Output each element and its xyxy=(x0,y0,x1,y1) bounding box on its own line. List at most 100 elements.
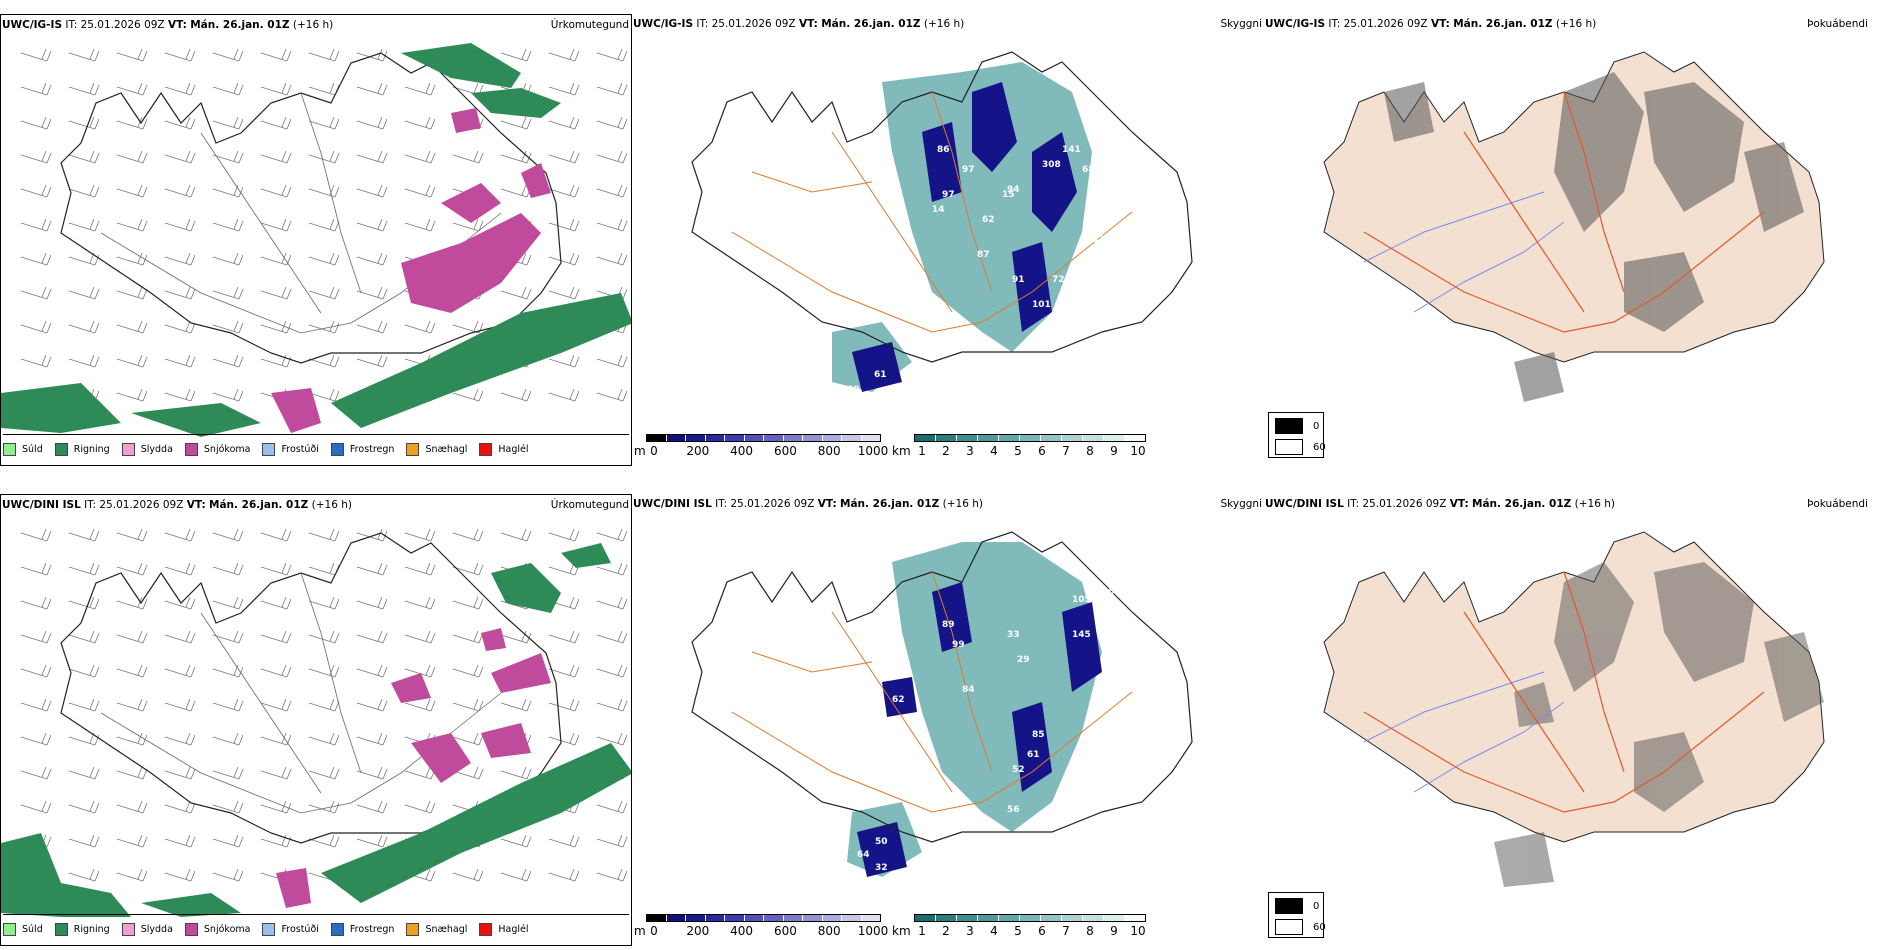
vis-label: 72 xyxy=(1052,275,1065,285)
wind-barb xyxy=(596,664,628,678)
precip-legend: Súld Rigning Slydda Snjókoma Frostúði Frostre… xyxy=(3,914,629,939)
wind-barb xyxy=(212,562,244,576)
wind-barb xyxy=(20,698,52,712)
rivers xyxy=(1363,191,1565,313)
snow-areas xyxy=(271,108,551,433)
wind-barb xyxy=(212,388,244,402)
legend-label: Súld xyxy=(22,923,43,935)
legend-swatch xyxy=(54,922,68,936)
wind-barb xyxy=(308,630,340,644)
wind-barb xyxy=(116,800,148,814)
wind-barb xyxy=(596,218,628,232)
wind-barb xyxy=(260,698,292,712)
wind-barb xyxy=(452,732,484,746)
legend-swatch xyxy=(330,442,344,456)
wind-barb xyxy=(260,218,292,232)
product-name: Skyggni xyxy=(1220,18,1263,30)
wind-barb xyxy=(260,596,292,610)
product-name: Þokuábendi xyxy=(1807,18,1868,30)
roads xyxy=(731,91,1133,333)
wind-barb xyxy=(68,630,100,644)
wind-barb xyxy=(500,630,532,644)
wind-barb xyxy=(596,800,628,814)
wind-barb xyxy=(20,596,52,610)
wind-barb xyxy=(452,150,484,164)
wind-barb xyxy=(548,82,580,96)
wind-barb xyxy=(116,82,148,96)
wind-barb xyxy=(452,664,484,678)
precip-legend-item: Snæhagl xyxy=(406,922,468,936)
wind-barb xyxy=(20,664,52,678)
precip-legend-item: Rigning xyxy=(54,442,110,456)
visibility-scale: km 1 2 3 4 5 6 7 8 9 10 xyxy=(892,434,1146,466)
wind-barb xyxy=(452,868,484,882)
vis-label: 308 xyxy=(1042,160,1061,170)
wind-barb xyxy=(116,286,148,300)
vis-label: 61 xyxy=(874,370,887,380)
wind-barb xyxy=(308,698,340,712)
wind-barb xyxy=(260,562,292,576)
precip-legend-item: Haglél xyxy=(479,922,529,936)
precip-type-panel-bottom: UWC/DINI ISL IT: 25.01.2026 09Z VT: Mán.… xyxy=(0,494,632,946)
vis-label: 94 xyxy=(1007,185,1020,195)
panel-title: UWC/IG-IS IT: 25.01.2026 09Z VT: Mán. 26… xyxy=(633,18,965,30)
wind-barb xyxy=(596,48,628,62)
wind-barb xyxy=(356,800,388,814)
scale-tick-label: 1 xyxy=(918,444,926,458)
precip-legend-item: Snjókoma xyxy=(184,922,250,936)
legend-label: Frostregn xyxy=(349,923,395,935)
wind-barb xyxy=(308,320,340,334)
precip-legend-item: Frostúði xyxy=(262,442,319,456)
scale-tick-label: 800 xyxy=(817,924,841,938)
wind-barb xyxy=(356,834,388,848)
vis-label: 91 xyxy=(1012,275,1025,285)
rivers xyxy=(1363,671,1565,793)
wind-barb xyxy=(548,834,580,848)
elevation-scale: m 0 200 400 600 800 1000 xyxy=(634,434,888,466)
wind-barb xyxy=(308,732,340,746)
wind-barb xyxy=(356,732,388,746)
precip-map xyxy=(1,43,631,437)
wind-barb xyxy=(260,286,292,300)
precip-map xyxy=(1,528,631,917)
legend-label: Haglél xyxy=(498,923,529,935)
scale-tick-label: 200 xyxy=(686,444,710,458)
scale-tick-label: 7 xyxy=(1062,924,1070,938)
wind-barb xyxy=(20,218,52,232)
wind-barb xyxy=(404,82,436,96)
vis-label: 86 xyxy=(937,145,950,155)
legend-swatch xyxy=(406,442,420,456)
vis-label: 89 xyxy=(942,620,955,630)
wind-barb xyxy=(500,184,532,198)
precip-legend-item: Rigning xyxy=(54,922,110,936)
wind-barb xyxy=(20,528,52,542)
elevation-scale: m 0 200 400 600 800 1000 xyxy=(634,914,888,946)
rain-areas xyxy=(1,43,631,437)
wind-barb xyxy=(356,320,388,334)
wind-barb xyxy=(356,630,388,644)
wind-barb xyxy=(500,528,532,542)
wind-barb xyxy=(404,800,436,814)
wind-barb xyxy=(164,766,196,780)
wind-barb xyxy=(356,218,388,232)
wind-barb xyxy=(164,834,196,848)
panel-title: UWC/DINI ISL IT: 25.01.2026 09Z VT: Mán.… xyxy=(1265,498,1615,510)
wind-barb xyxy=(68,184,100,198)
wind-barb xyxy=(404,664,436,678)
wind-barb xyxy=(308,766,340,780)
legend-label: Snæhagl xyxy=(425,923,468,935)
legend-label: Slydda xyxy=(140,443,173,455)
wind-barb xyxy=(356,698,388,712)
scale-tick-label: 1000 xyxy=(857,924,889,938)
precip-legend-item: Frostúði xyxy=(262,922,319,936)
iceland-coastline xyxy=(691,531,1193,843)
precip-legend-item: Frostregn xyxy=(330,442,394,456)
snow-areas xyxy=(276,628,551,908)
vis-label: 61 xyxy=(1027,750,1040,760)
legend-label: Slydda xyxy=(140,923,173,935)
precip-legend-item: Haglél xyxy=(479,442,529,456)
vis-label: 34 xyxy=(874,395,887,405)
wind-barb xyxy=(116,596,148,610)
wind-barb xyxy=(500,388,532,402)
wind-barb xyxy=(356,82,388,96)
